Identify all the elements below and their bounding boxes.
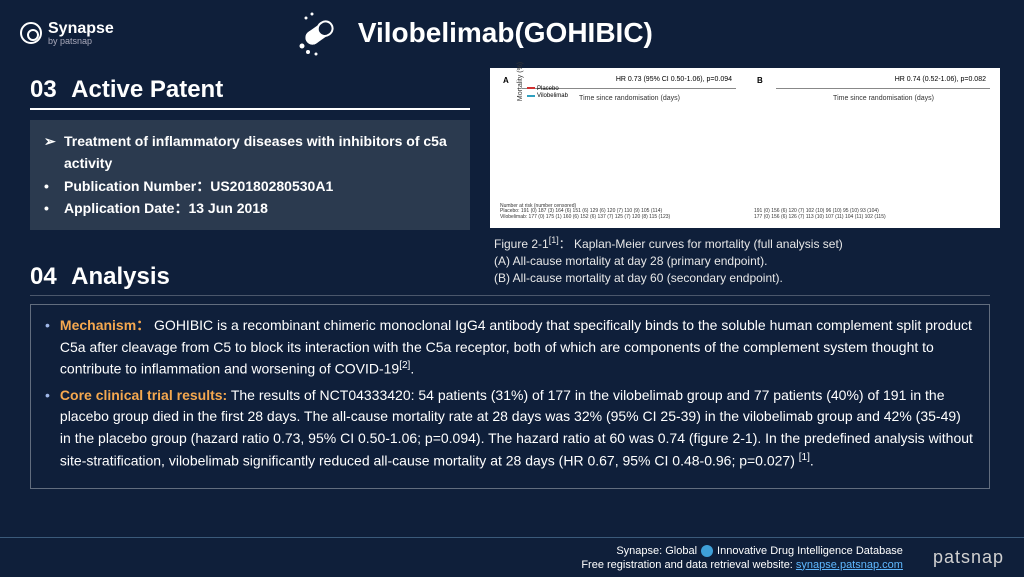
footer-reg: Free registration and data retrieval web… (581, 559, 903, 571)
km-curves-image: A HR 0.73 (95% CI 0.50-1.06), p=0.094 Mo… (490, 68, 1000, 228)
section-title-04: Analysis (71, 263, 170, 291)
logo-block: Synapse by patsnap (20, 21, 114, 46)
footer: Synapse: Global Innovative Drug Intellig… (0, 537, 1024, 577)
bullet-icon: • (44, 175, 56, 197)
footer-tagline: Synapse: Global Innovative Drug Intellig… (616, 545, 903, 557)
bullet-icon: • (45, 315, 50, 381)
chart-panel-a: A HR 0.73 (95% CI 0.50-1.06), p=0.094 Mo… (522, 88, 736, 89)
logo-sub: by patsnap (48, 37, 114, 46)
title-block: Vilobelimab(GOHIBIC) (294, 8, 653, 58)
number-at-risk-b: 191 (0) 156 (6) 120 (7) 102 (10) 96 (10)… (754, 204, 886, 221)
arrow-icon: ➢ (44, 130, 56, 152)
x-axis-label-b: Time since randomisation (days) (777, 95, 990, 102)
header: Synapse by patsnap Vilobelimab(GOHIBIC) (0, 0, 1024, 58)
pill-icon (294, 8, 344, 58)
patent-pubnum: Publication Number：US20180280530A1 (64, 175, 333, 197)
synapse-logo-icon (20, 22, 42, 44)
patent-box: ➢ Treatment of inflammatory diseases wit… (30, 120, 470, 230)
hr-label-a: HR 0.73 (95% CI 0.50-1.06), p=0.094 (616, 76, 732, 83)
caption-line1: Figure 2-1[1]： Kaplan-Meier curves for m… (494, 234, 1000, 253)
hr-label-b: HR 0.74 (0.52-1.06), p=0.082 (895, 76, 986, 83)
mechanism-text: Mechanism： GOHIBIC is a recombinant chim… (60, 315, 975, 381)
section-num-04: 04 (30, 263, 57, 291)
section-num-03: 03 (30, 76, 57, 104)
section-analysis: 04 Analysis • Mechanism： GOHIBIC is a re… (30, 263, 990, 489)
logo-name: Synapse (48, 21, 114, 37)
section-title-03: Active Patent (71, 76, 223, 104)
chart-panel-b: B HR 0.74 (0.52-1.06), p=0.082 Time sinc… (776, 88, 990, 89)
page-title: Vilobelimab(GOHIBIC) (358, 17, 653, 49)
core-results-text: Core clinical trial results: The results… (60, 385, 975, 472)
globe-icon (701, 545, 713, 557)
section-active-patent: 03 Active Patent ➢ Treatment of inflamma… (30, 76, 470, 230)
patsnap-brand: patsnap (933, 547, 1004, 568)
bullet-icon: • (45, 385, 50, 472)
patent-appdate: Application Date：13 Jun 2018 (64, 197, 268, 219)
number-at-risk-a: Number at risk (number censored) Placebo… (500, 204, 670, 221)
figure-2-1: A HR 0.73 (95% CI 0.50-1.06), p=0.094 Mo… (490, 68, 1000, 286)
analysis-box: • Mechanism： GOHIBIC is a recombinant ch… (30, 304, 990, 489)
bullet-icon: • (44, 197, 56, 219)
patent-desc: Treatment of inflammatory diseases with … (64, 130, 456, 175)
legend-a: Placebo Vilobelimab (527, 86, 568, 100)
synapse-link[interactable]: synapse.patsnap.com (796, 559, 903, 571)
